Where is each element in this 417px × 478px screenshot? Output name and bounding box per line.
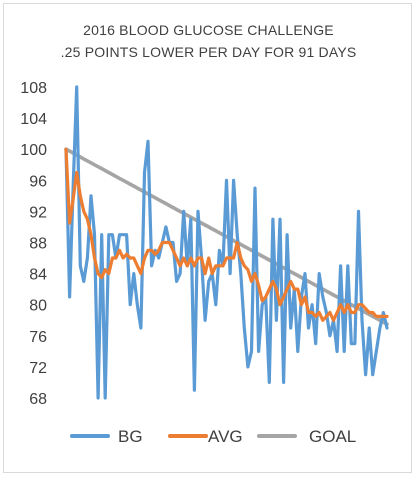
legend-label-avg: AVG bbox=[208, 427, 243, 446]
y-tick-label: 68 bbox=[29, 391, 47, 408]
legend: BG AVG GOAL bbox=[70, 427, 356, 446]
y-tick-label: 88 bbox=[29, 236, 47, 253]
chart-title: 2016 BLOOD GLUCOSE CHALLENGE bbox=[83, 22, 334, 38]
legend-label-bg: BG bbox=[118, 427, 143, 446]
legend-label-goal: GOAL bbox=[309, 427, 356, 446]
y-tick-label: 72 bbox=[29, 360, 47, 377]
y-tick-label: 92 bbox=[29, 204, 47, 221]
y-tick-label: 80 bbox=[29, 298, 47, 315]
y-tick-label: 100 bbox=[20, 142, 47, 159]
y-tick-label: 84 bbox=[29, 267, 47, 284]
y-axis: 68 72 76 80 84 88 92 96 100 104 108 bbox=[20, 80, 47, 408]
chart-subtitle: .25 POINTS LOWER PER DAY FOR 91 DAYS bbox=[60, 44, 357, 60]
y-tick-label: 108 bbox=[20, 80, 47, 97]
series-line-avg bbox=[64, 147, 389, 322]
y-tick-label: 76 bbox=[29, 329, 47, 346]
y-tick-label: 104 bbox=[20, 111, 47, 128]
series-line-bg bbox=[64, 85, 389, 400]
series-line-goal bbox=[64, 147, 389, 326]
y-tick-label: 96 bbox=[29, 173, 47, 190]
plot-area bbox=[64, 85, 389, 400]
